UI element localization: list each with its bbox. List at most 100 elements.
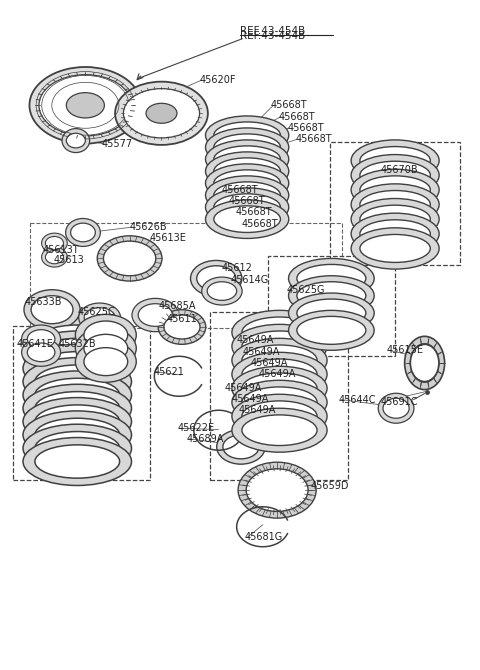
Ellipse shape <box>146 103 177 123</box>
Ellipse shape <box>383 398 409 418</box>
Ellipse shape <box>197 266 236 291</box>
Ellipse shape <box>66 218 100 247</box>
Ellipse shape <box>23 424 132 472</box>
Text: REF.43-454B: REF.43-454B <box>240 31 305 41</box>
Ellipse shape <box>191 261 242 296</box>
Ellipse shape <box>27 343 55 362</box>
Ellipse shape <box>297 265 366 292</box>
Ellipse shape <box>23 331 132 379</box>
Text: 45685A: 45685A <box>158 301 196 311</box>
Ellipse shape <box>79 303 120 332</box>
Ellipse shape <box>207 281 237 300</box>
Ellipse shape <box>23 318 132 366</box>
Ellipse shape <box>42 233 67 253</box>
Text: 45659D: 45659D <box>311 481 349 491</box>
Ellipse shape <box>39 74 132 136</box>
Ellipse shape <box>232 310 327 354</box>
Ellipse shape <box>84 308 115 328</box>
Ellipse shape <box>35 352 120 385</box>
Text: 45649A: 45649A <box>231 394 269 404</box>
Text: REF.43-454B: REF.43-454B <box>240 25 305 36</box>
Ellipse shape <box>288 310 374 350</box>
Ellipse shape <box>242 465 312 515</box>
Ellipse shape <box>84 321 128 349</box>
Ellipse shape <box>123 88 200 138</box>
Ellipse shape <box>297 316 366 344</box>
Ellipse shape <box>202 277 242 305</box>
Ellipse shape <box>205 128 289 167</box>
Ellipse shape <box>138 304 172 326</box>
Ellipse shape <box>214 194 280 220</box>
Ellipse shape <box>360 234 431 263</box>
Ellipse shape <box>66 133 85 148</box>
Ellipse shape <box>351 155 439 196</box>
Text: 45625C: 45625C <box>77 308 115 318</box>
Text: 45577: 45577 <box>102 139 133 149</box>
Ellipse shape <box>103 241 156 276</box>
Ellipse shape <box>232 381 327 424</box>
Ellipse shape <box>410 344 439 383</box>
Ellipse shape <box>351 184 439 225</box>
Text: 45668T: 45668T <box>242 219 278 229</box>
Ellipse shape <box>205 140 289 178</box>
Ellipse shape <box>66 92 104 118</box>
Text: 45622E: 45622E <box>177 423 214 433</box>
Text: 45632B: 45632B <box>58 338 96 348</box>
Ellipse shape <box>35 379 120 411</box>
Ellipse shape <box>242 387 317 417</box>
Ellipse shape <box>242 359 317 389</box>
Text: 45641E: 45641E <box>16 338 53 348</box>
Ellipse shape <box>232 324 327 368</box>
Ellipse shape <box>360 161 431 189</box>
Ellipse shape <box>214 134 280 161</box>
Ellipse shape <box>238 462 316 518</box>
Text: 45614G: 45614G <box>230 275 269 285</box>
Ellipse shape <box>22 325 60 353</box>
Ellipse shape <box>27 330 55 348</box>
Bar <box>211 312 348 480</box>
Text: 45668T: 45668T <box>271 100 308 111</box>
Ellipse shape <box>35 405 120 438</box>
Ellipse shape <box>23 385 132 432</box>
Text: 45689A: 45689A <box>187 434 224 444</box>
Ellipse shape <box>242 415 317 446</box>
Text: 45649A: 45649A <box>258 369 296 379</box>
Text: 45621: 45621 <box>154 366 184 377</box>
Ellipse shape <box>351 140 439 181</box>
Text: 45615E: 45615E <box>386 345 423 355</box>
Ellipse shape <box>288 293 374 333</box>
Ellipse shape <box>97 236 162 281</box>
Ellipse shape <box>351 228 439 269</box>
Ellipse shape <box>84 348 128 376</box>
Ellipse shape <box>35 418 120 452</box>
Ellipse shape <box>23 397 132 446</box>
Text: 45668T: 45668T <box>222 185 259 195</box>
Text: 45613E: 45613E <box>150 233 186 243</box>
Text: 45649A: 45649A <box>238 405 276 415</box>
Ellipse shape <box>360 190 431 218</box>
Ellipse shape <box>214 206 280 232</box>
Ellipse shape <box>132 298 179 332</box>
Ellipse shape <box>246 469 308 511</box>
Ellipse shape <box>75 341 136 383</box>
Text: 45612: 45612 <box>222 263 253 273</box>
Ellipse shape <box>23 438 132 486</box>
Ellipse shape <box>75 314 136 356</box>
Ellipse shape <box>158 310 206 344</box>
Text: 45681G: 45681G <box>245 533 283 543</box>
Ellipse shape <box>71 223 96 242</box>
Text: 45668T: 45668T <box>228 196 265 206</box>
Text: 45670B: 45670B <box>380 165 418 175</box>
Ellipse shape <box>29 67 141 143</box>
Ellipse shape <box>242 317 317 348</box>
Bar <box>330 142 460 265</box>
Ellipse shape <box>62 129 90 153</box>
Bar <box>12 326 150 480</box>
Ellipse shape <box>232 352 327 396</box>
Ellipse shape <box>46 237 63 250</box>
Ellipse shape <box>216 429 265 464</box>
Ellipse shape <box>242 345 317 376</box>
Ellipse shape <box>360 176 431 204</box>
Ellipse shape <box>360 220 431 248</box>
Ellipse shape <box>23 344 132 392</box>
